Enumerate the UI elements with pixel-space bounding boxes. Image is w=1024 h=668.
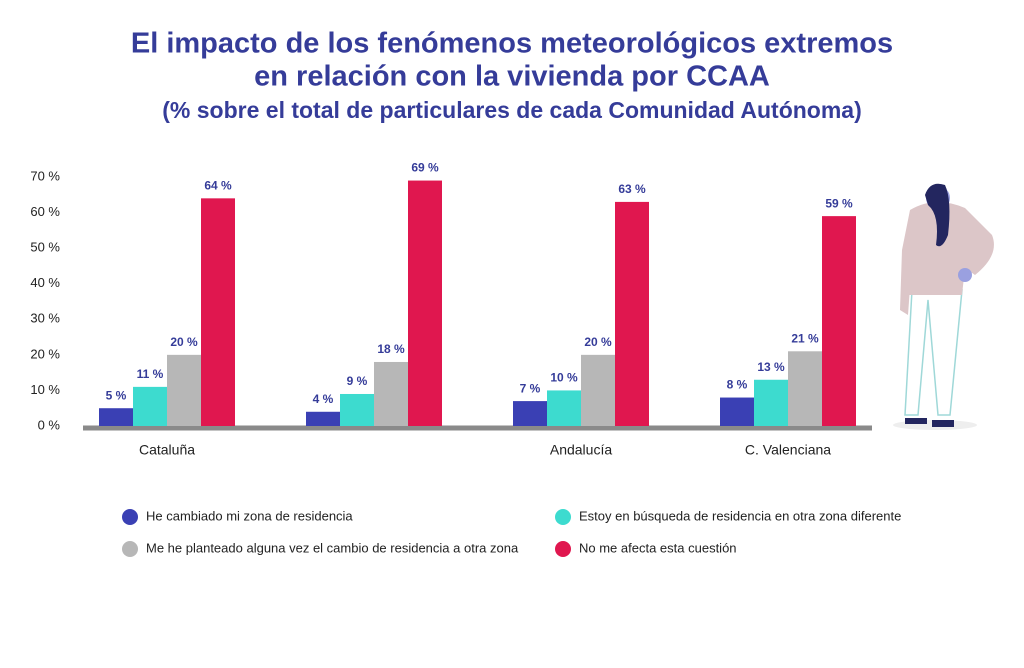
bar — [340, 393, 374, 426]
data-label: 9 % — [347, 374, 368, 388]
legend-label: Estoy en búsqueda de residencia en otra … — [579, 508, 901, 523]
chart-title: en relación con la vivienda por CCAA — [254, 61, 770, 93]
illustration — [893, 183, 994, 430]
bar — [374, 361, 408, 426]
legend-label: No me afecta esta cuestión — [579, 540, 737, 555]
bar — [408, 180, 442, 426]
legend-swatch — [122, 509, 138, 525]
chart-subtitle: (% sobre el total de particulares de cad… — [162, 97, 862, 123]
bar — [822, 216, 856, 426]
bar — [754, 379, 788, 426]
bar — [720, 397, 754, 426]
data-label: 63 % — [618, 182, 646, 196]
legend-swatch — [122, 541, 138, 557]
y-tick-label: 50 % — [30, 240, 60, 255]
bar — [513, 401, 547, 426]
bar — [306, 411, 340, 426]
bar — [547, 390, 581, 426]
y-tick-label: 10 % — [30, 382, 60, 397]
y-tick-label: 20 % — [30, 346, 60, 361]
x-tick-label: Cataluña — [139, 442, 195, 458]
y-tick-label: 40 % — [30, 275, 60, 290]
legend-label: He cambiado mi zona de residencia — [146, 508, 353, 523]
data-label: 5 % — [106, 388, 127, 402]
chart-title: El impacto de los fenómenos meteorológic… — [131, 28, 893, 60]
data-label: 69 % — [411, 161, 439, 175]
y-tick-label: 70 % — [30, 168, 60, 183]
bar — [788, 351, 822, 426]
bar — [167, 354, 201, 426]
data-label: 8 % — [727, 378, 748, 392]
data-label: 21 % — [791, 331, 819, 345]
bar — [133, 386, 167, 426]
y-tick-label: 60 % — [30, 204, 60, 219]
bar — [201, 198, 235, 426]
data-label: 64 % — [204, 179, 232, 193]
y-tick-label: 0 % — [38, 417, 61, 432]
data-label: 10 % — [550, 371, 578, 385]
bar — [99, 408, 133, 426]
y-tick-label: 30 % — [30, 311, 60, 326]
legend-swatch — [555, 541, 571, 557]
data-label: 59 % — [825, 196, 853, 210]
data-label: 4 % — [313, 392, 334, 406]
legend-label: Me he planteado alguna vez el cambio de … — [146, 540, 519, 555]
x-tick-label: Andalucía — [550, 442, 612, 458]
bar — [581, 354, 615, 426]
data-label: 20 % — [584, 335, 612, 349]
data-label: 13 % — [757, 360, 785, 374]
data-label: 11 % — [137, 367, 164, 381]
x-tick-label: C. Valenciana — [745, 442, 831, 458]
data-label: 20 % — [170, 335, 198, 349]
bar — [615, 201, 649, 426]
data-label: 7 % — [520, 381, 541, 395]
data-label: 18 % — [377, 342, 405, 356]
legend-swatch — [555, 509, 571, 525]
